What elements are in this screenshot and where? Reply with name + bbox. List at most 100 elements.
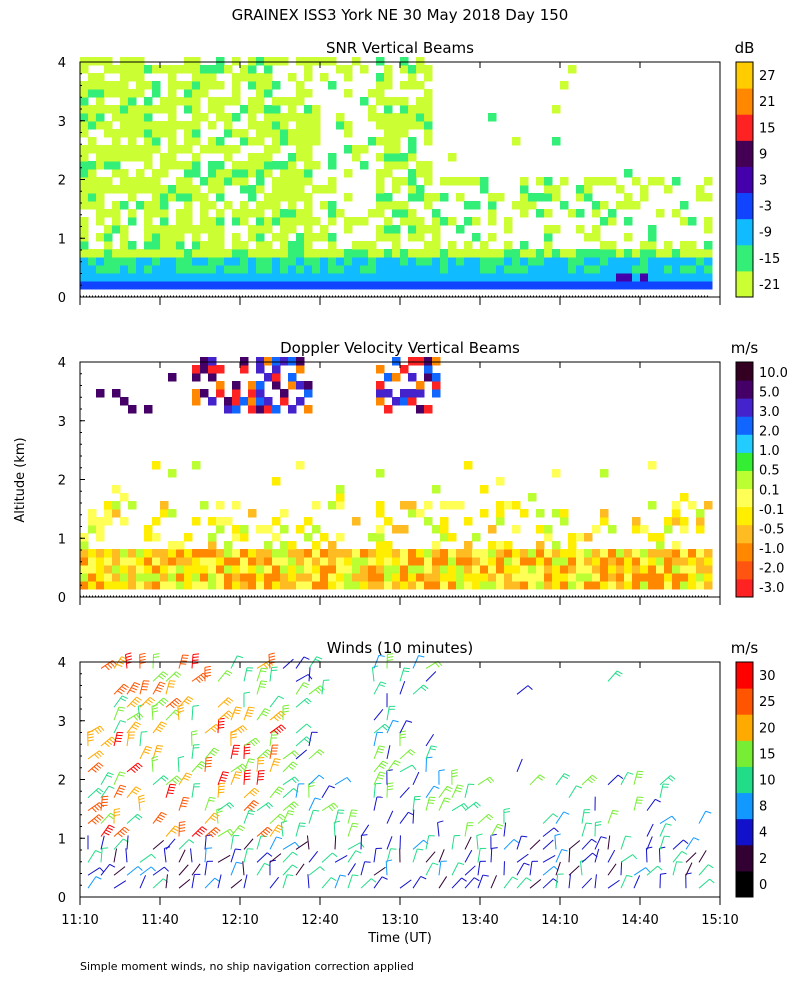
barb-flag	[218, 720, 225, 723]
heat-cell	[104, 225, 113, 234]
heat-cell	[552, 469, 561, 478]
barb-shaft	[126, 696, 137, 708]
barb-flag	[264, 828, 271, 834]
heat-cell	[344, 265, 353, 274]
heat-cell	[208, 533, 217, 542]
heat-cell	[520, 573, 529, 582]
heat-cell	[512, 265, 521, 274]
heat-cell	[96, 557, 105, 566]
colorbar-swatch	[736, 470, 753, 490]
barb-shaft	[100, 848, 103, 863]
barb-flag	[554, 833, 561, 836]
heat-cell	[376, 509, 385, 518]
barb-flag	[169, 786, 176, 789]
heat-cell	[640, 241, 649, 250]
heat-cell	[256, 89, 265, 98]
wind-barb	[386, 848, 397, 863]
heat-cell	[192, 273, 201, 282]
barb-shaft	[360, 861, 366, 876]
heat-cell	[424, 549, 433, 558]
heat-cell	[464, 257, 473, 266]
barb-shaft	[243, 770, 246, 785]
heat-cell	[408, 373, 417, 382]
heat-cell	[240, 273, 249, 282]
heat-cell	[448, 581, 457, 590]
barb-shaft	[412, 771, 420, 785]
heat-cell	[624, 273, 633, 282]
heat-cell	[568, 573, 577, 582]
heat-cell	[232, 177, 241, 186]
wind-barb	[139, 745, 153, 760]
heat-cell	[512, 549, 521, 558]
barb-shaft	[425, 851, 436, 863]
barb-flag	[380, 762, 387, 767]
heat-cell	[344, 273, 353, 282]
heat-cell	[656, 581, 665, 590]
barb-flag	[139, 661, 146, 664]
barb-shaft	[269, 724, 282, 734]
barb-flag	[377, 748, 385, 751]
heat-cell	[456, 249, 465, 258]
barb-flag	[117, 832, 123, 838]
heat-cell	[400, 573, 409, 582]
heat-cell	[240, 105, 249, 114]
barb-shaft	[152, 878, 164, 889]
barb-shaft	[568, 874, 571, 889]
wind-barb	[282, 761, 299, 773]
heat-cell	[648, 257, 657, 266]
y-tick-label: 1	[58, 532, 66, 547]
heat-cell	[680, 265, 689, 274]
heat-cell	[328, 161, 337, 170]
heat-cell	[256, 557, 265, 566]
barb-flag	[208, 832, 214, 838]
barb-flag	[135, 721, 141, 726]
barb-flag	[317, 687, 323, 692]
heat-cell	[336, 257, 345, 266]
heat-cell	[520, 265, 529, 274]
heat-cell	[192, 549, 201, 558]
heat-cell	[376, 153, 385, 162]
heat-cell	[288, 249, 297, 258]
heat-cell	[648, 233, 657, 242]
heat-cell	[216, 177, 225, 186]
heat-cell	[280, 573, 289, 582]
heat-cell	[624, 573, 633, 582]
barb-flag	[233, 776, 240, 779]
wind-barb	[100, 772, 114, 786]
wind-barb	[516, 835, 528, 850]
wind-barb	[163, 846, 171, 863]
heat-cell	[152, 65, 161, 74]
barb-flag	[227, 697, 234, 702]
heat-cell	[416, 265, 425, 274]
wind-barb	[269, 836, 283, 850]
barb-flag	[130, 703, 136, 708]
barb-flag	[132, 766, 139, 772]
barb-flag	[225, 712, 232, 718]
wind-barb	[371, 665, 379, 682]
heat-cell	[160, 161, 169, 170]
heat-cell	[136, 565, 145, 574]
heat-cell	[112, 257, 121, 266]
heat-cell	[584, 233, 593, 242]
heat-cell	[224, 549, 233, 558]
barb-flag	[378, 654, 385, 657]
barb-shaft	[620, 835, 626, 850]
barb-flag	[91, 768, 97, 773]
heat-cell	[200, 557, 209, 566]
colorbar-swatch	[736, 244, 753, 272]
colorbar-label: -9	[759, 226, 772, 241]
heat-cell	[152, 169, 161, 178]
heat-cell	[88, 145, 97, 154]
heat-cell	[520, 185, 529, 194]
barb-flag	[272, 763, 279, 766]
wind-barb	[256, 802, 274, 812]
wind-barb	[125, 652, 133, 669]
y-tick-label: 1	[58, 832, 66, 847]
heat-cell	[632, 573, 641, 582]
wind-barb	[685, 852, 697, 863]
barb-shaft	[477, 874, 484, 889]
barb-flag	[163, 878, 169, 883]
heat-cell	[80, 89, 89, 98]
wind-barb	[425, 671, 437, 682]
barb-flag	[218, 726, 225, 729]
